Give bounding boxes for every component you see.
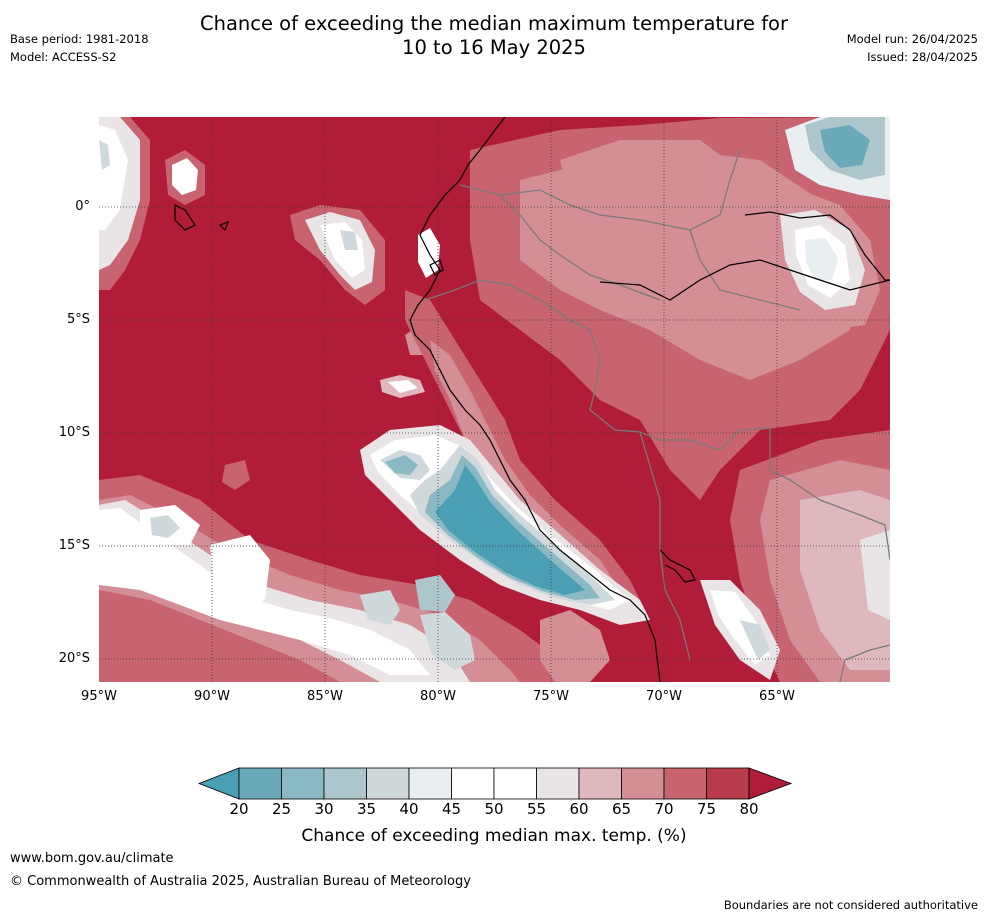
colorbar-bin-1 — [281, 767, 325, 800]
footer-url[interactable]: www.bom.gov.au/climate — [10, 851, 174, 866]
colorbar-tick-65: 65 — [611, 800, 632, 818]
colorbar-bin-0 — [238, 767, 282, 800]
lat-tick-20s: 20°S — [58, 651, 90, 666]
northeast-patch — [770, 117, 890, 330]
coastlines — [174, 117, 890, 682]
lon-tick-80w: 80°W — [420, 689, 456, 704]
meta-left: Base period: 1981-2018 Model: ACCESS-S2 — [10, 30, 149, 66]
lon-tick-65w: 65°W — [759, 689, 795, 704]
lat-tick-0: 0° — [75, 199, 90, 214]
southern-band — [99, 460, 780, 682]
colorbar-tick-40: 40 — [399, 800, 419, 818]
northwest-patches — [99, 117, 440, 398]
colorbar-under-arrow — [197, 767, 240, 800]
meta-right: Model run: 26/04/2025 Issued: 28/04/2025 — [847, 30, 978, 66]
colorbar-bin-11 — [706, 767, 750, 800]
colorbar-label: Chance of exceeding median max. temp. (%… — [301, 826, 687, 846]
chart-title: Chance of exceeding the median maximum t… — [0, 12, 988, 60]
colorbar-bin-8 — [578, 767, 622, 800]
colorbar-bin-4 — [408, 767, 452, 800]
colorbar-tick-45: 45 — [441, 800, 462, 818]
colorbar-over-arrow — [748, 767, 793, 800]
issued-date: Issued: 28/04/2025 — [867, 50, 978, 64]
lon-tick-70w: 70°W — [646, 689, 682, 704]
base-period: Base period: 1981-2018 — [10, 32, 149, 46]
colorbar-bin-2 — [323, 767, 367, 800]
colorbar-tick-80: 80 — [739, 800, 759, 818]
lat-tick-15s: 15°S — [58, 538, 90, 553]
colorbar-bin-7 — [536, 767, 580, 800]
lon-tick-95w: 95°W — [81, 689, 117, 704]
footer-copyright: © Commonwealth of Australia 2025, Austra… — [10, 874, 471, 889]
colorbar-tick-25: 25 — [271, 800, 292, 818]
colorbar-tick-70: 70 — [654, 800, 674, 818]
colorbar-bin-10 — [663, 767, 707, 800]
lat-tick-10s: 10°S — [58, 425, 90, 440]
colorbar-tick-35: 35 — [356, 800, 377, 818]
model-name: Model: ACCESS-S2 — [10, 50, 117, 64]
graticule — [99, 117, 890, 682]
cool-tongue — [360, 425, 650, 625]
colorbar-tick-30: 30 — [314, 800, 334, 818]
footer-disclaimer: Boundaries are not considered authoritat… — [723, 898, 978, 912]
coastal-band — [405, 290, 640, 600]
colorbar-tick-60: 60 — [569, 800, 589, 818]
title-line-1: Chance of exceeding the median maximum t… — [199, 12, 789, 35]
colorbar-bin-9 — [621, 767, 665, 800]
title-line-2: 10 to 16 May 2025 — [402, 36, 586, 59]
colorbar-tick-20: 20 — [229, 800, 249, 818]
lon-tick-90w: 90°W — [194, 689, 230, 704]
lon-tick-85w: 85°W — [307, 689, 343, 704]
colorbar-tick-75: 75 — [696, 800, 717, 818]
colorbar-bin-5 — [451, 767, 495, 800]
probability-field — [99, 117, 890, 682]
colorbar — [197, 767, 793, 800]
colorbar-tick-55: 55 — [526, 800, 547, 818]
colorbar-bin-6 — [493, 767, 537, 800]
colorbar-bin-3 — [366, 767, 410, 800]
model-run: Model run: 26/04/2025 — [846, 32, 978, 46]
lat-tick-5s: 5°S — [66, 312, 90, 327]
colorbar-tick-50: 50 — [484, 800, 504, 818]
lon-tick-75w: 75°W — [533, 689, 569, 704]
